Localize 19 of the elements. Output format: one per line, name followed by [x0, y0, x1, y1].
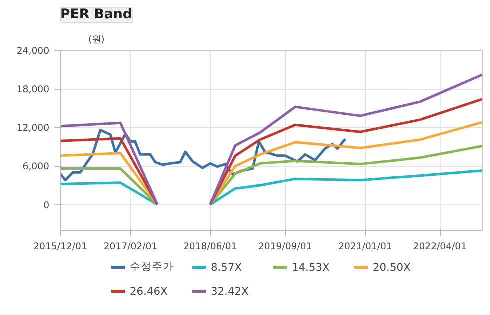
y-tick-label: 12,000 [16, 123, 50, 134]
x-tick-label: 2019/09/01 [258, 242, 312, 252]
x-tick-label: 2022/04/01 [413, 242, 468, 252]
x-tick-label: 2021/01/01 [338, 242, 392, 252]
legend-label: 20.50X [373, 260, 412, 274]
y-tick-label: 18,000 [16, 84, 50, 96]
y-axis-title: (원) [88, 34, 105, 46]
y-tick-label: 0 [44, 200, 50, 212]
y-tick-label: 24,000 [16, 46, 50, 57]
x-tick-label: 2018/06/01 [183, 242, 238, 252]
y-tick-label: 6,000 [22, 162, 50, 173]
x-tick-label: 2015/12/01 [34, 242, 88, 252]
legend-label: 32.42X [211, 284, 250, 298]
x-tick-label: 2017/02/01 [104, 242, 158, 252]
legend-label: 14.53X [292, 260, 331, 274]
legend-label: 26.46X [130, 284, 169, 298]
chart-title: PER Band [60, 8, 132, 22]
legend-label: 수정주가 [130, 260, 175, 274]
legend-label: 8.57X [211, 260, 244, 274]
